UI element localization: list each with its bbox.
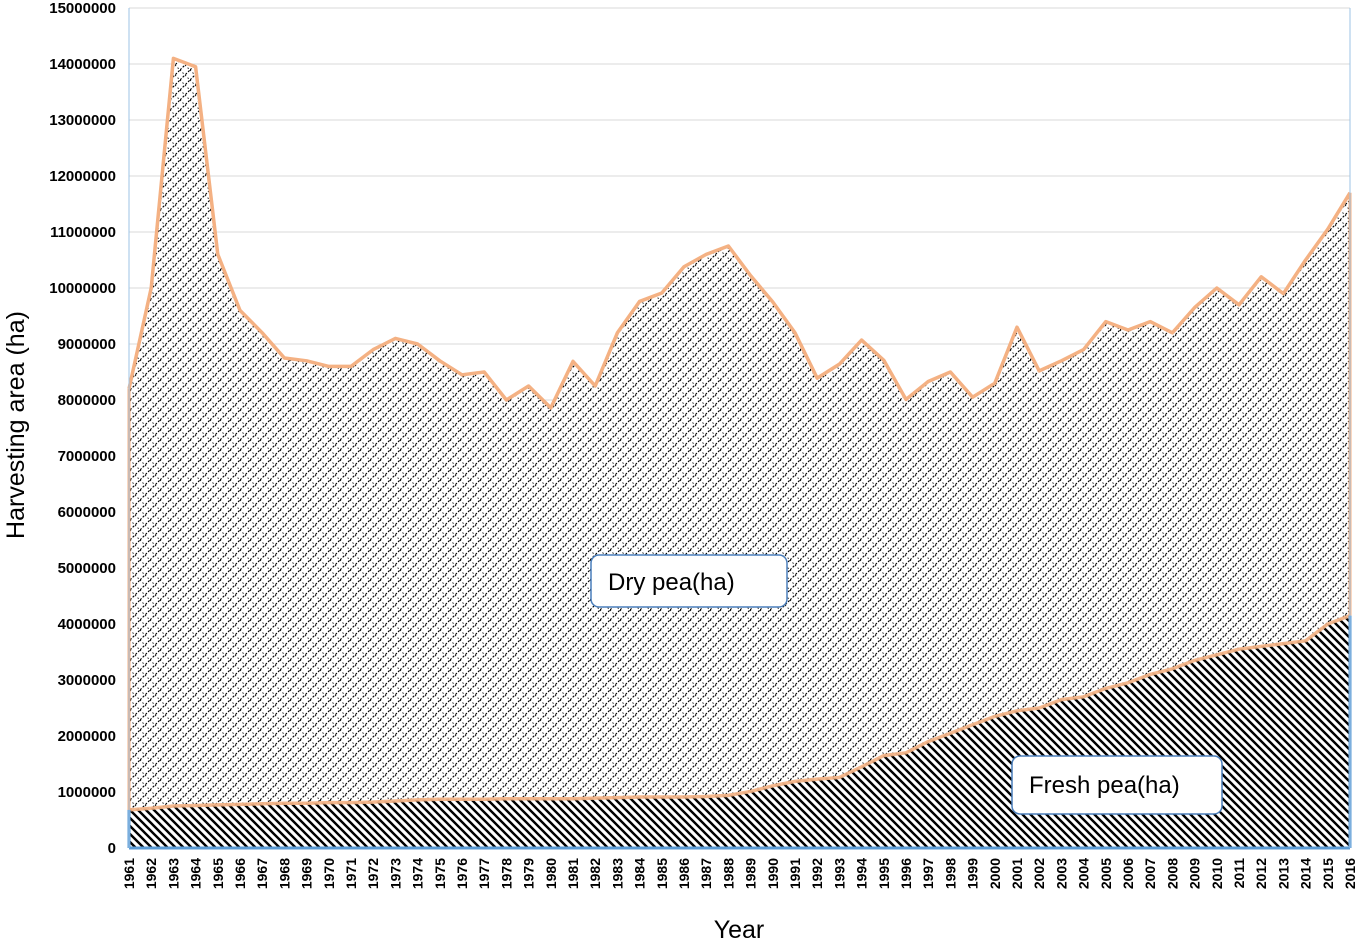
x-tick-label: 1996 — [898, 858, 914, 889]
x-tick-label: 1966 — [232, 858, 248, 889]
y-tick-label: 15000000 — [49, 0, 116, 17]
y-tick-label: 6000000 — [58, 504, 116, 521]
x-tick-label: 1985 — [654, 858, 670, 889]
callout-dry-pea: Dry pea(ha) — [590, 554, 788, 608]
x-tick-label: 1992 — [809, 858, 825, 889]
x-tick-label: 2016 — [1342, 858, 1358, 889]
y-tick-label: 1000000 — [58, 784, 116, 801]
y-tick-label: 2000000 — [58, 728, 116, 745]
x-tick-label: 1972 — [365, 858, 381, 889]
x-tick-label: 1977 — [476, 858, 492, 889]
y-axis-title: Harvesting area (ha) — [2, 311, 30, 539]
x-tick-label: 1976 — [454, 858, 470, 889]
x-tick-label: 2009 — [1187, 858, 1203, 889]
x-tick-label: 2010 — [1209, 858, 1225, 889]
x-tick-label: 1993 — [831, 858, 847, 889]
x-tick-label: 1994 — [854, 858, 870, 889]
callout-fresh-pea: Fresh pea(ha) — [1011, 755, 1223, 815]
x-tick-label: 1975 — [432, 858, 448, 889]
x-tick-label: 1988 — [720, 858, 736, 889]
x-tick-label: 1999 — [965, 858, 981, 889]
x-tick-label: 1970 — [321, 858, 337, 889]
x-tick-label: 1989 — [743, 858, 759, 889]
x-tick-label: 1963 — [165, 858, 181, 889]
y-tick-label: 14000000 — [49, 56, 116, 73]
axes — [128, 8, 1351, 850]
x-tick-label: 2011 — [1231, 858, 1247, 889]
x-tick-labels: 1961 1962 1963 1964 1965 1966 1967 1968 1969 1970… — [121, 858, 1358, 889]
x-tick-label: 1971 — [343, 858, 359, 889]
x-tick-label: 1965 — [210, 858, 226, 889]
x-tick-label: 1962 — [143, 858, 159, 889]
x-tick-label: 1964 — [188, 858, 204, 889]
x-tick-label: 2012 — [1253, 858, 1269, 889]
x-tick-label: 2008 — [1164, 858, 1180, 889]
x-tick-label: 1987 — [698, 858, 714, 889]
x-tick-label: 2007 — [1142, 858, 1158, 889]
y-tick-label: 8000000 — [58, 392, 116, 409]
line-fresh-pea — [128, 613, 1351, 812]
x-tick-label: 2004 — [1076, 858, 1092, 889]
y-tick-label: 4000000 — [58, 616, 116, 633]
x-tick-label: 1995 — [876, 858, 892, 889]
x-tick-label: 1979 — [521, 858, 537, 889]
x-tick-label: 1978 — [498, 858, 514, 889]
x-tick-label: 1998 — [942, 858, 958, 889]
y-tick-label: 11000000 — [50, 224, 116, 241]
x-tick-label: 1980 — [543, 858, 559, 889]
x-tick-label: 1967 — [254, 858, 270, 889]
y-tick-label: 5000000 — [58, 560, 116, 577]
x-tick-label: 1974 — [410, 858, 426, 889]
x-tick-label: 2013 — [1275, 858, 1291, 889]
x-tick-label: 1983 — [609, 858, 625, 889]
x-tick-label: 2005 — [1098, 858, 1114, 889]
x-tick-label: 1961 — [121, 858, 137, 889]
x-tick-label: 2003 — [1053, 858, 1069, 889]
y-tick-label: 12000000 — [49, 168, 116, 185]
y-tick-label: 9000000 — [58, 336, 116, 353]
callout-dry-pea-label: Dry pea(ha) — [608, 569, 735, 596]
x-tick-label: 1991 — [787, 858, 803, 889]
x-tick-label: 1982 — [587, 858, 603, 889]
x-tick-label: 2006 — [1120, 858, 1136, 889]
x-tick-label: 1990 — [765, 858, 781, 889]
line-dry-pea — [127, 56, 1352, 410]
x-tick-label: 1969 — [299, 858, 315, 889]
y-tick-label: 3000000 — [58, 672, 116, 689]
x-tick-label: 1968 — [276, 858, 292, 889]
x-tick-label: 2001 — [1009, 858, 1025, 889]
y-tick-labels: 0 1000000 2000000 3000000 4000000 5000000 6000… — [49, 0, 116, 857]
x-tick-label: 1973 — [387, 858, 403, 889]
area-dry-pea — [129, 58, 1350, 810]
x-tick-label: 1986 — [676, 858, 692, 889]
x-tick-label: 1984 — [632, 858, 648, 889]
x-tick-label: 1981 — [565, 858, 581, 889]
x-axis-title: Year — [714, 916, 765, 942]
y-tick-label: 10000000 — [49, 280, 116, 297]
y-tick-label: 13000000 — [49, 112, 116, 129]
area-series — [127, 56, 1352, 848]
x-tick-label: 2000 — [987, 858, 1003, 889]
y-tick-label: 0 — [108, 840, 116, 857]
x-tick-label: 2014 — [1298, 858, 1314, 889]
x-tick-label: 1997 — [920, 858, 936, 889]
callout-fresh-pea-label: Fresh pea(ha) — [1029, 772, 1180, 799]
x-tick-label: 2015 — [1320, 858, 1336, 889]
x-tick-label: 2002 — [1031, 858, 1047, 889]
y-tick-label: 7000000 — [58, 448, 116, 465]
